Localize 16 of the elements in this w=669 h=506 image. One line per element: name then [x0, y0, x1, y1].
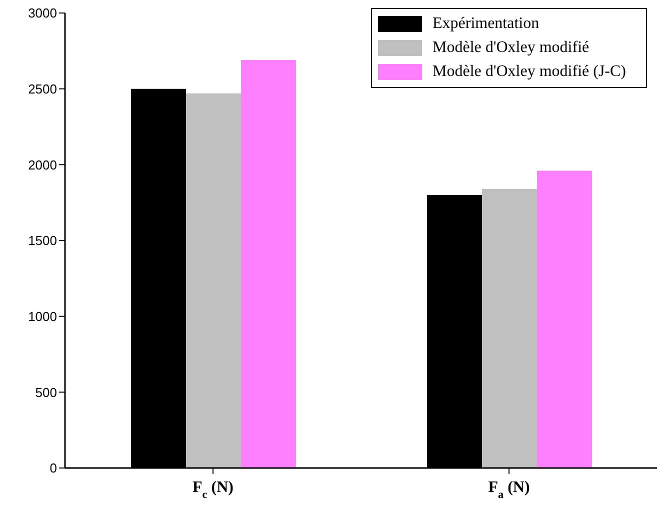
x-tick-label: F$_{a}$ (N) — [488, 479, 530, 501]
bar — [482, 188, 537, 468]
x-tick-label: F$_{c}$ (N) — [192, 479, 234, 501]
bar — [537, 170, 592, 468]
y-tick-label: 2000 — [28, 157, 57, 172]
legend-label: Modèle d'Oxley modifié — [432, 39, 590, 57]
y-tick-label: 2500 — [28, 81, 57, 96]
y-tick-label: 1000 — [28, 308, 57, 324]
bar — [186, 93, 241, 468]
legend-label: Modèle d'Oxley modifié (J-C) — [432, 63, 626, 81]
y-tick-label: 1500 — [28, 233, 57, 248]
bar — [241, 60, 296, 468]
y-tick-label: 3000 — [28, 6, 57, 21]
y-tick-label: 0 — [50, 460, 57, 476]
legend-label: Expérimentation — [432, 15, 540, 33]
y-tick-label: 500 — [35, 384, 57, 400]
